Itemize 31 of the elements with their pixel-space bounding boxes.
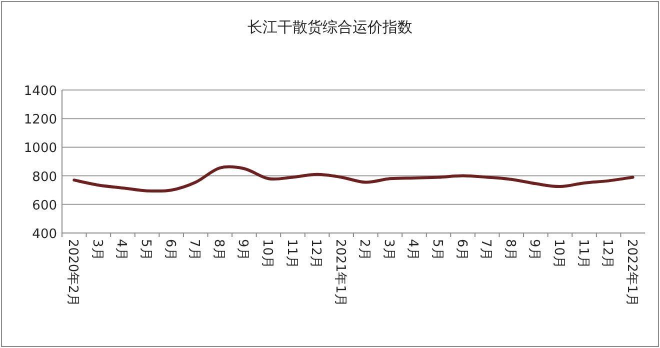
y-tick-label: 1000 xyxy=(24,141,57,156)
x-tick-label: 8月 xyxy=(502,239,518,260)
x-tick-label: 2021年1月 xyxy=(332,239,348,306)
y-tick-label: 1400 xyxy=(24,84,57,99)
x-tick-label: 2022年1月 xyxy=(624,239,639,306)
title: 长江干散货综合运价指数 xyxy=(248,20,412,36)
x-tick-label: 2月 xyxy=(356,239,372,260)
x-tick-label: 4月 xyxy=(114,239,129,260)
x-tick-label: 10月 xyxy=(550,239,566,269)
x-tick-label: 3月 xyxy=(89,239,104,260)
x-tick-label: 7月 xyxy=(186,239,202,260)
x-tick-label: 7月 xyxy=(478,239,494,260)
x-tick-label: 5月 xyxy=(430,239,445,260)
y-tick-label: 800 xyxy=(32,170,57,185)
x-tick-label: 5月 xyxy=(138,239,154,260)
x-tick-label: 12月 xyxy=(308,239,324,269)
y-tick-label: 600 xyxy=(32,198,57,214)
x-tick-label: 3月 xyxy=(380,239,396,260)
x-tick-label: 2020年2月 xyxy=(65,239,80,306)
x-tick-label: 8月 xyxy=(210,239,226,260)
x-tick-label: 11月 xyxy=(575,239,590,269)
x-tick-label: 11月 xyxy=(284,239,299,269)
x-tick-label: 10月 xyxy=(259,239,274,269)
x-tick-label: 4月 xyxy=(405,239,420,260)
x-tick-label: 6月 xyxy=(454,239,469,260)
x-tick-label: 12月 xyxy=(600,239,615,269)
y-tick-label: 1200 xyxy=(24,112,57,128)
x-tick-label: 9月 xyxy=(235,239,250,260)
y-tick-label: 400 xyxy=(32,227,57,242)
x-tick-label: 9月 xyxy=(526,239,542,260)
x-tick-label: 6月 xyxy=(162,239,178,260)
